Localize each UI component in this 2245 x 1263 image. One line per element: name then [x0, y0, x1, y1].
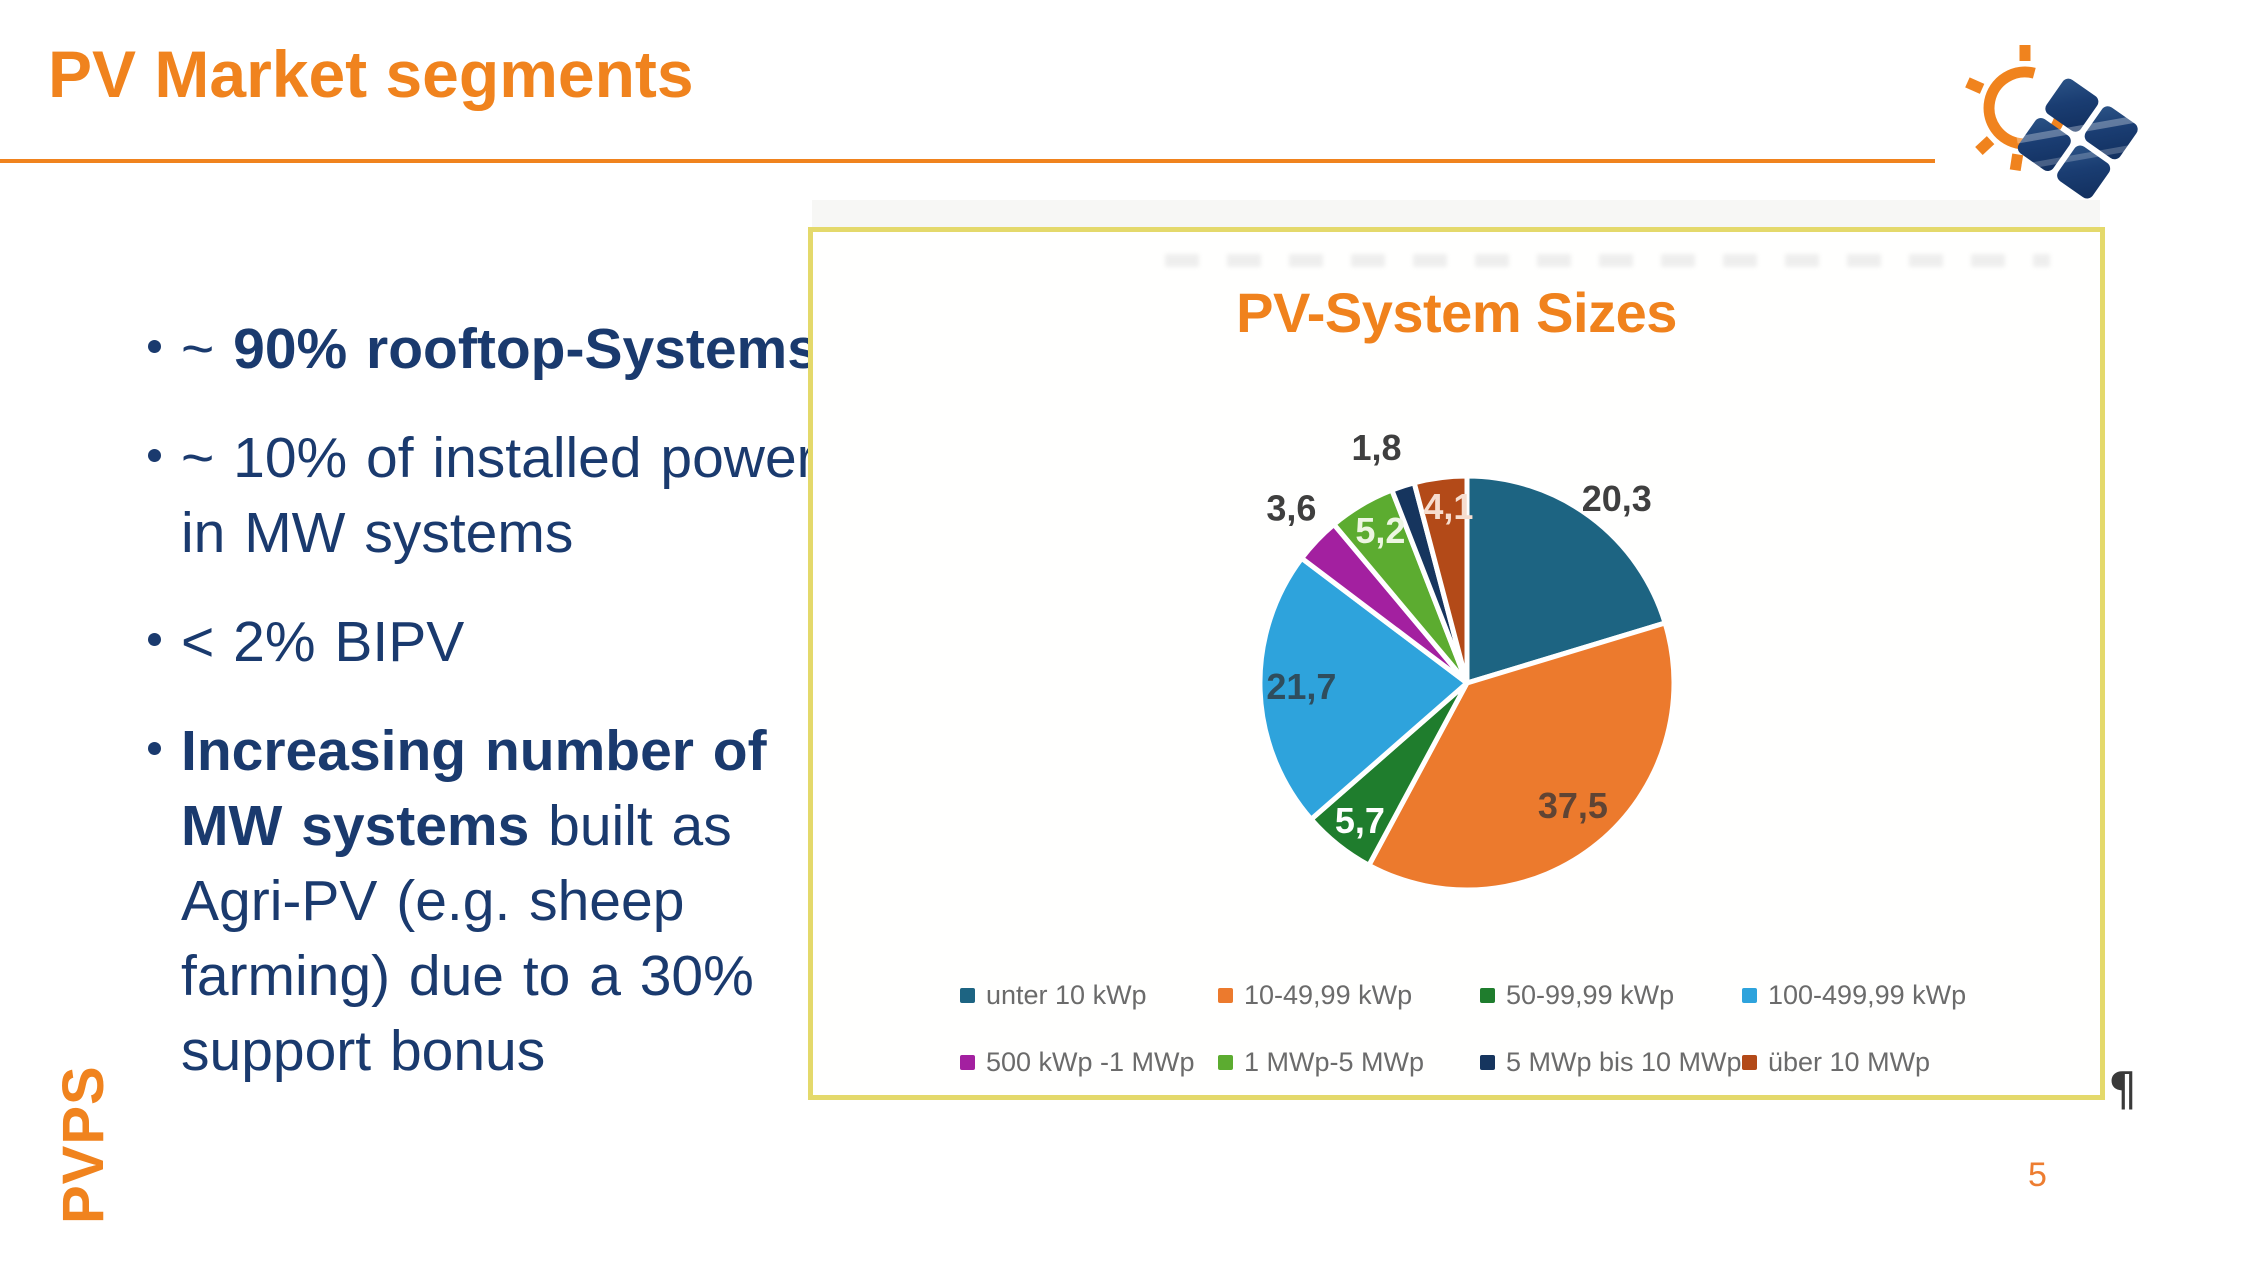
page-number: 5: [2028, 1156, 2047, 1194]
bullet-marker: [148, 633, 161, 646]
bullet-item: ~ 90% rooftop-Systems: [148, 312, 838, 387]
legend-label: 10-49,99 kWp: [1244, 980, 1413, 1010]
legend-label: 500 kWp -1 MWp: [986, 1047, 1195, 1077]
pie-data-label: 1,8: [1351, 427, 1401, 468]
legend-label: 100-499,99 kWp: [1768, 980, 1967, 1010]
bullet-item: ~ 10% of installed power in MW systems: [148, 421, 838, 571]
footer-vertical-logo: PVPS: [51, 1065, 116, 1224]
pie-data-label: 5,2: [1355, 510, 1405, 551]
bullet-marker: [148, 742, 161, 755]
bullet-list: ~ 90% rooftop-Systems ~ 10% of installed …: [148, 312, 838, 1089]
solar-panel-icon: [2016, 78, 2141, 199]
pie-data-label: 3,6: [1266, 487, 1316, 528]
legend-item: 500 kWp -1 MWp: [960, 1047, 1218, 1078]
legend-label: unter 10 kWp: [986, 980, 1147, 1010]
legend-item: 50-99,99 kWp: [1480, 980, 1742, 1011]
page-title: PV Market segments: [48, 37, 694, 111]
legend-swatch: [1742, 1055, 1757, 1070]
pie-slice: [1411, 473, 1470, 686]
legend-label: über 10 MWp: [1768, 1047, 1931, 1077]
pvps-sun-panel-logo: [1965, 45, 2141, 199]
pie-slice: [1464, 473, 1668, 686]
chart-frame: PV-System Sizes 20,3 37,5 5,7 21,7 3,6 5,2 1,8…: [808, 227, 2105, 1100]
legend-swatch: [1218, 1055, 1233, 1070]
chart-title: PV-System Sizes: [1236, 281, 1677, 344]
pie-data-label: 5,7: [1335, 800, 1385, 841]
legend-swatch: [1742, 988, 1757, 1003]
legend-item: unter 10 kWp: [960, 980, 1218, 1011]
legend-item: 1 MWp-5 MWp: [1218, 1047, 1480, 1078]
pie-slice: [1257, 555, 1470, 822]
bullet-text: Increasing number of MW systems built as A…: [181, 719, 767, 1083]
legend-item: 100-499,99 kWp: [1742, 980, 1966, 1011]
pie-data-label: 20,3: [1582, 478, 1652, 519]
bullet-text: < 2% BIPV: [181, 610, 465, 674]
faint-ghost-text: [1165, 254, 2050, 267]
bullet-marker: [148, 340, 161, 353]
legend-swatch: [1480, 988, 1495, 1003]
chart-frame-halo: [812, 200, 2100, 228]
pie-chart: 20,3 37,5 5,7 21,7 3,6 5,2 1,8 4,1: [1257, 427, 1677, 893]
bullet-item: Increasing number of MW systems built as A…: [148, 714, 838, 1089]
legend-item: über 10 MWp: [1742, 1047, 1966, 1078]
bullet-item: < 2% BIPV: [148, 605, 838, 680]
bullet-marker: [148, 449, 161, 462]
pie-data-label: 21,7: [1266, 666, 1336, 707]
bullet-text: ~ 10% of installed power in MW systems: [181, 426, 816, 565]
legend-swatch: [960, 988, 975, 1003]
legend-swatch: [1480, 1055, 1495, 1070]
chart-legend: unter 10 kWp 10-49,99 kWp 50-99,99 kWp 100-…: [960, 980, 1966, 1078]
legend-label: 5 MWp bis 10 MWp: [1506, 1047, 1742, 1077]
pie-slice: [1366, 620, 1677, 893]
legend-swatch: [1218, 988, 1233, 1003]
legend-label: 50-99,99 kWp: [1506, 980, 1675, 1010]
bullet-text: ~ 90% rooftop-Systems: [181, 317, 819, 381]
legend-item: 10-49,99 kWp: [1218, 980, 1480, 1011]
legend-swatch: [960, 1055, 975, 1070]
title-rule: [0, 159, 1935, 163]
legend-item: 5 MWp bis 10 MWp: [1480, 1047, 1742, 1078]
paragraph-mark: ¶: [2108, 1062, 2138, 1116]
legend-label: 1 MWp-5 MWp: [1244, 1047, 1425, 1077]
pie-data-label: 37,5: [1538, 785, 1608, 826]
pie-data-label: 4,1: [1423, 486, 1473, 527]
